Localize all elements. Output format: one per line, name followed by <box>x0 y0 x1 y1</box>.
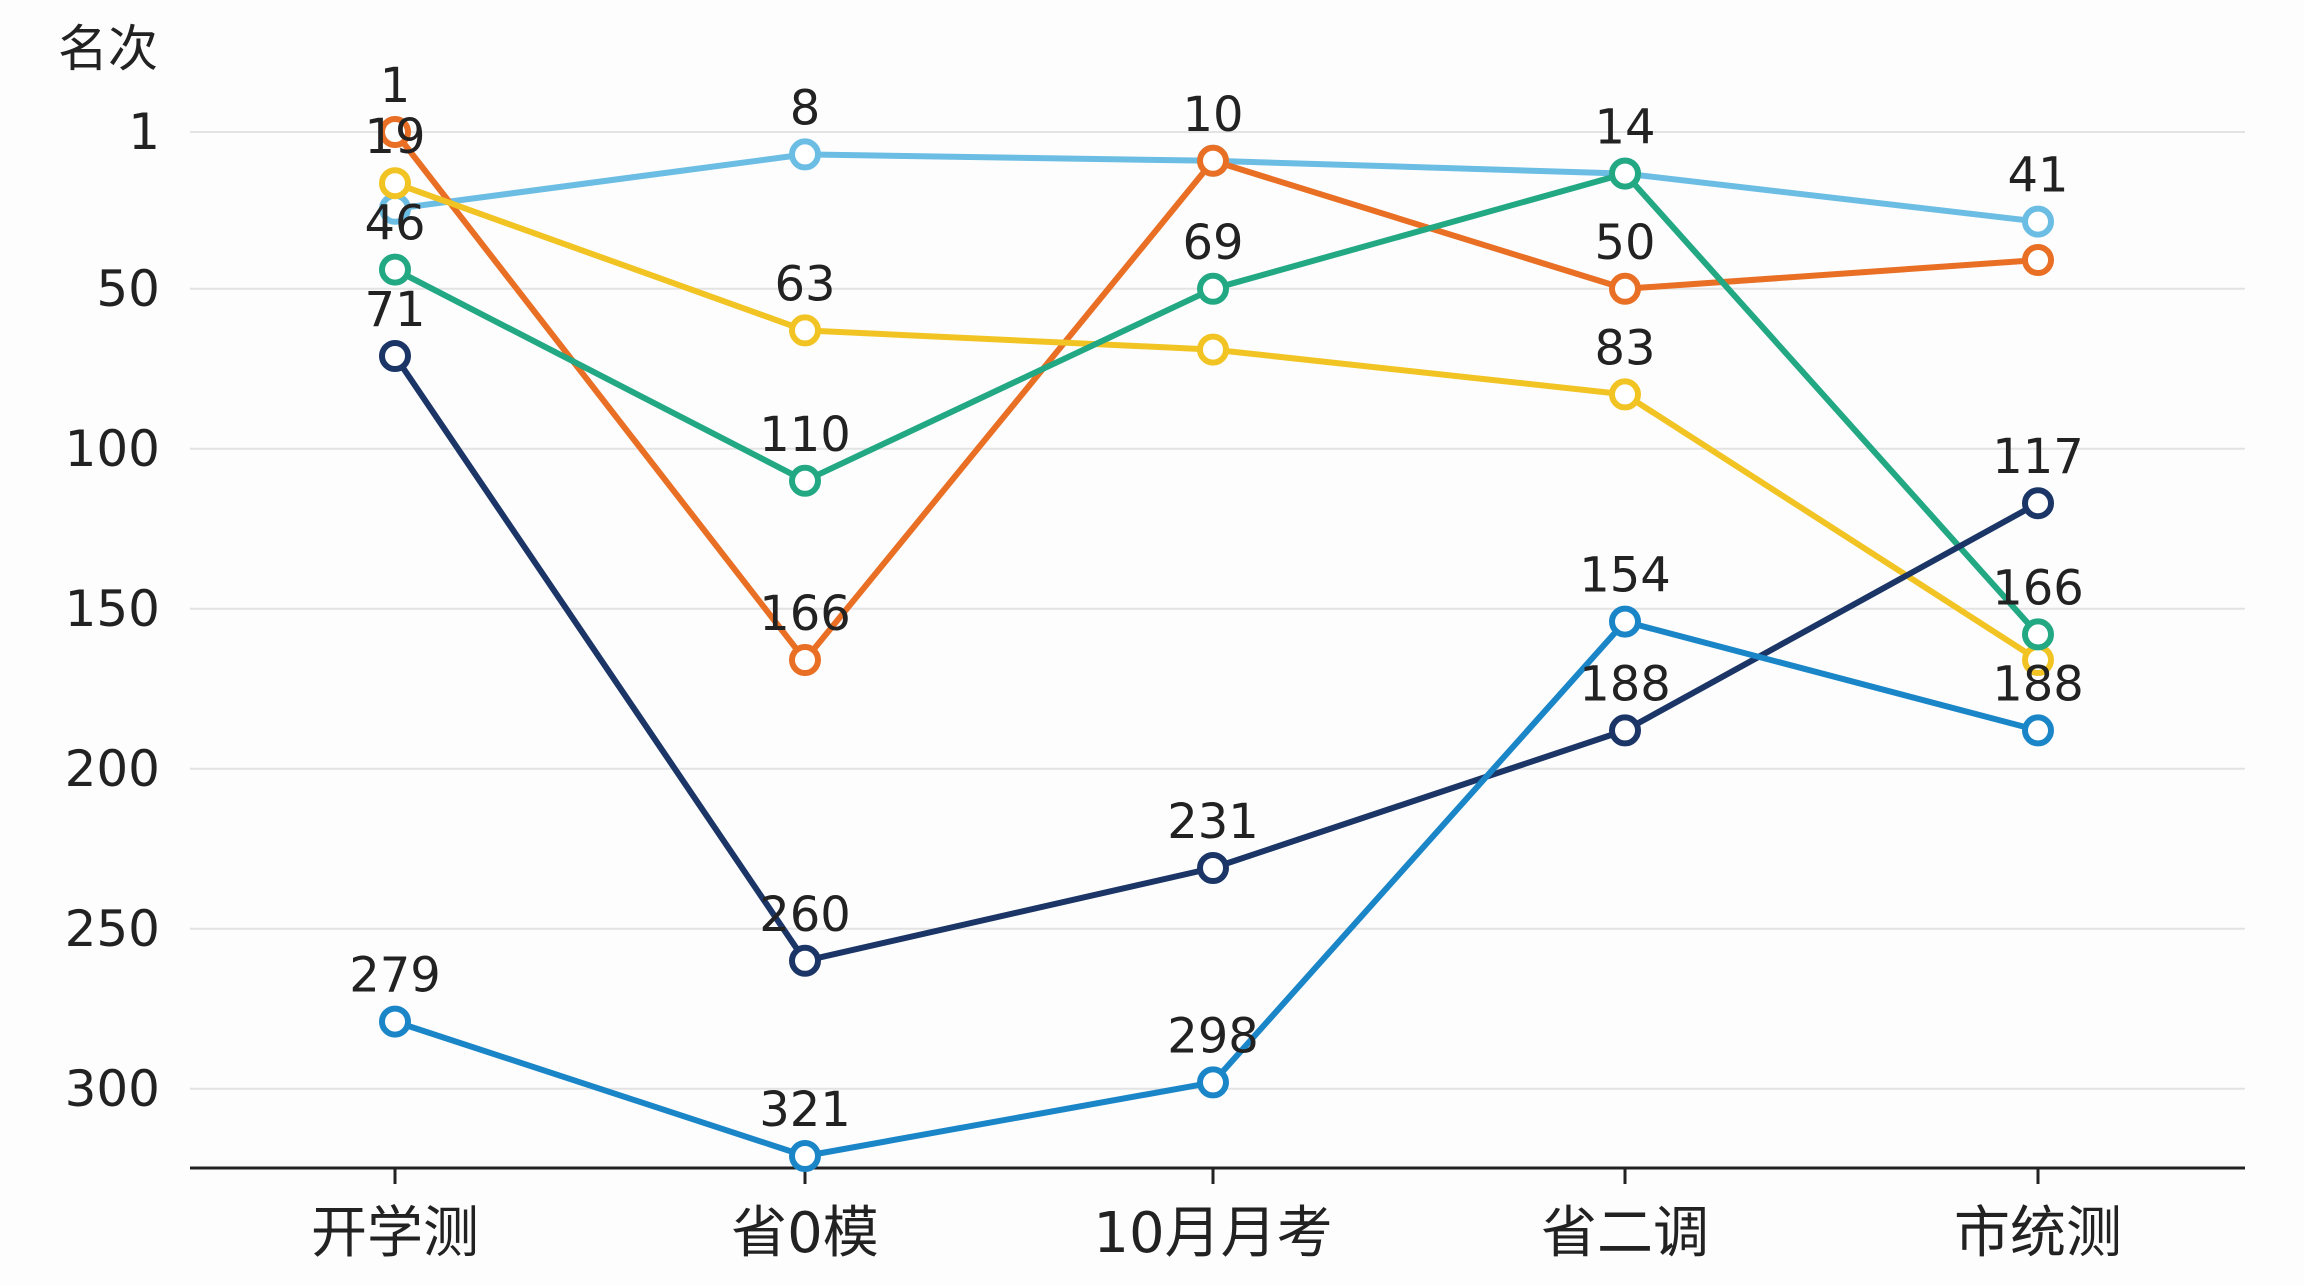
data-label: 1 <box>380 58 411 114</box>
x-axis: 开学测 省0模 10月月考 省二调 市统测 <box>190 1166 2245 1266</box>
data-point <box>379 116 411 148</box>
data-label: 71 <box>364 282 425 338</box>
y-tick-label: 150 <box>65 580 160 638</box>
data-label: 188 <box>1579 656 1671 712</box>
y-axis-title: 名次 <box>58 20 158 78</box>
data-point <box>1609 378 1641 411</box>
data-label: 10 <box>1182 87 1243 143</box>
data-label: 19 <box>364 109 425 165</box>
data-point <box>789 314 821 347</box>
x-tick-label: 市统测 <box>1954 1201 2122 1266</box>
data-label: 83 <box>1594 320 1655 376</box>
data-label: 321 <box>759 1082 851 1138</box>
y-tick-label: 50 <box>96 260 160 318</box>
data-point <box>2022 205 2054 238</box>
data-point <box>379 253 411 286</box>
data-point <box>1197 272 1229 305</box>
grid-lines <box>190 131 2245 1090</box>
data-label: 154 <box>1579 548 1671 604</box>
data-point <box>1609 157 1641 190</box>
data-label: 50 <box>1594 215 1655 271</box>
data-point <box>2022 244 2054 276</box>
data-point <box>1609 714 1641 747</box>
data-label: 298 <box>1167 1008 1259 1064</box>
data-point <box>789 1140 821 1172</box>
data-label: 8 <box>790 80 821 136</box>
data-label: 260 <box>759 887 851 943</box>
data-point <box>789 944 821 977</box>
data-point <box>1197 144 1229 177</box>
data-point <box>1197 1066 1229 1099</box>
data-point <box>789 464 821 497</box>
x-tick-label: 开学测 <box>311 1201 479 1266</box>
data-label: 166 <box>759 586 851 642</box>
data-label: 63 <box>774 256 835 312</box>
data-point <box>379 167 411 200</box>
data-label: 166 <box>1992 560 2084 616</box>
data-label: 231 <box>1167 794 1259 850</box>
series-points <box>379 116 2054 1172</box>
data-label: 279 <box>349 948 441 1004</box>
y-tick-label: 1 <box>128 103 160 161</box>
data-point <box>1197 852 1229 884</box>
data-point <box>789 138 821 171</box>
y-tick-label: 100 <box>65 420 160 478</box>
y-tick-label: 300 <box>65 1060 160 1118</box>
data-point <box>379 340 411 372</box>
data-label: 110 <box>759 407 851 463</box>
x-tick-label: 10月月考 <box>1093 1201 1332 1266</box>
data-label: 69 <box>1182 215 1243 271</box>
data-point <box>379 1005 411 1038</box>
data-point <box>2022 487 2054 520</box>
data-label: 14 <box>1594 100 1655 156</box>
data-point <box>1609 605 1641 638</box>
data-label: 188 <box>1992 656 2084 712</box>
data-point <box>789 644 821 676</box>
y-tick-label: 200 <box>65 740 160 798</box>
data-point <box>2022 714 2054 747</box>
data-label: 117 <box>1992 429 2084 485</box>
data-label: 41 <box>2007 148 2068 204</box>
data-labels: 8 14 41 1 166 10 50 19 63 83 46 110 69 166 71 260 231 188… <box>349 58 2084 1138</box>
data-label: 46 <box>364 196 425 252</box>
x-tick-label: 省二调 <box>1541 1201 1709 1266</box>
x-tick-label: 省0模 <box>731 1201 879 1266</box>
y-tick-label: 250 <box>65 900 160 958</box>
data-point <box>1197 333 1229 366</box>
data-point <box>1609 272 1641 305</box>
data-point <box>2022 618 2054 651</box>
